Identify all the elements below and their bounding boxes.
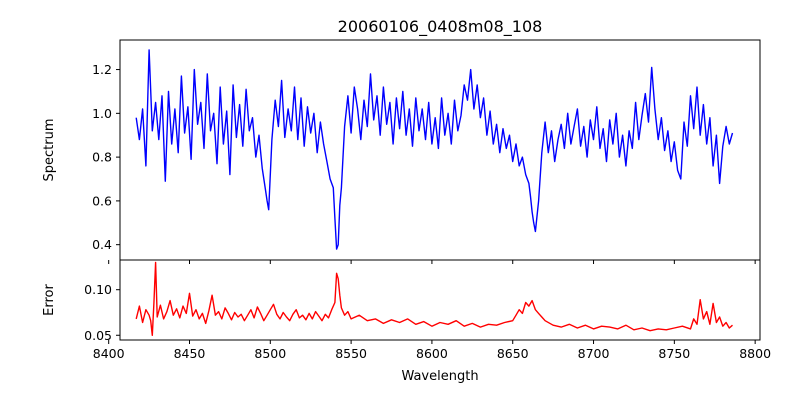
- error-series-group: [135, 261, 733, 336]
- spectrum-y-tick-label: 1.0: [92, 106, 112, 121]
- x-axis-label: Wavelength: [401, 369, 478, 384]
- spectrum-y-tick-label: 0.8: [92, 150, 112, 165]
- error-y-axis-label: Error: [42, 284, 57, 316]
- spectrum-panel: 0.4 0.6 0.8 1.0 1.2: [92, 39, 761, 264]
- spectrum-series-group: [135, 49, 734, 250]
- spectrum-line-0: [135, 49, 734, 250]
- error-x-tick-label: 8600: [416, 346, 448, 361]
- error-x-tick-label: 8800: [739, 346, 771, 361]
- chart-title: 20060106_0408m08_108: [338, 17, 543, 37]
- spectrum-y-axis-label: Spectrum: [42, 119, 57, 182]
- error-x-tick-label: 8550: [335, 346, 367, 361]
- error-x-tick-label: 8400: [93, 346, 125, 361]
- spectrum-y-tick-label: 1.2: [92, 62, 112, 77]
- error-plot-frame: [119, 259, 761, 341]
- spectrum-y-tick-label: 0.4: [92, 237, 112, 252]
- error-line-0: [135, 261, 733, 336]
- spectrum-axes-group: 0.4 0.6 0.8 1.0 1.2: [92, 62, 756, 264]
- error-x-tick-label: 8450: [174, 346, 206, 361]
- error-x-tick-label: 8650: [497, 346, 529, 361]
- error-x-tick-label: 8700: [578, 346, 610, 361]
- error-x-tick-label: 8750: [658, 346, 690, 361]
- error-axes-group: 0.05 0.10 8400 8450 8500 8550 8600 8650 8700 8750…: [84, 282, 771, 361]
- error-panel: 0.05 0.10 8400 8450 8500 8550 8600 8650 8700 8750…: [84, 259, 771, 361]
- spectrum-y-tick-label: 0.6: [92, 193, 112, 208]
- error-y-tick-label: 0.10: [84, 282, 112, 297]
- error-y-tick-label: 0.05: [84, 328, 112, 343]
- error-x-tick-label: 8500: [254, 346, 286, 361]
